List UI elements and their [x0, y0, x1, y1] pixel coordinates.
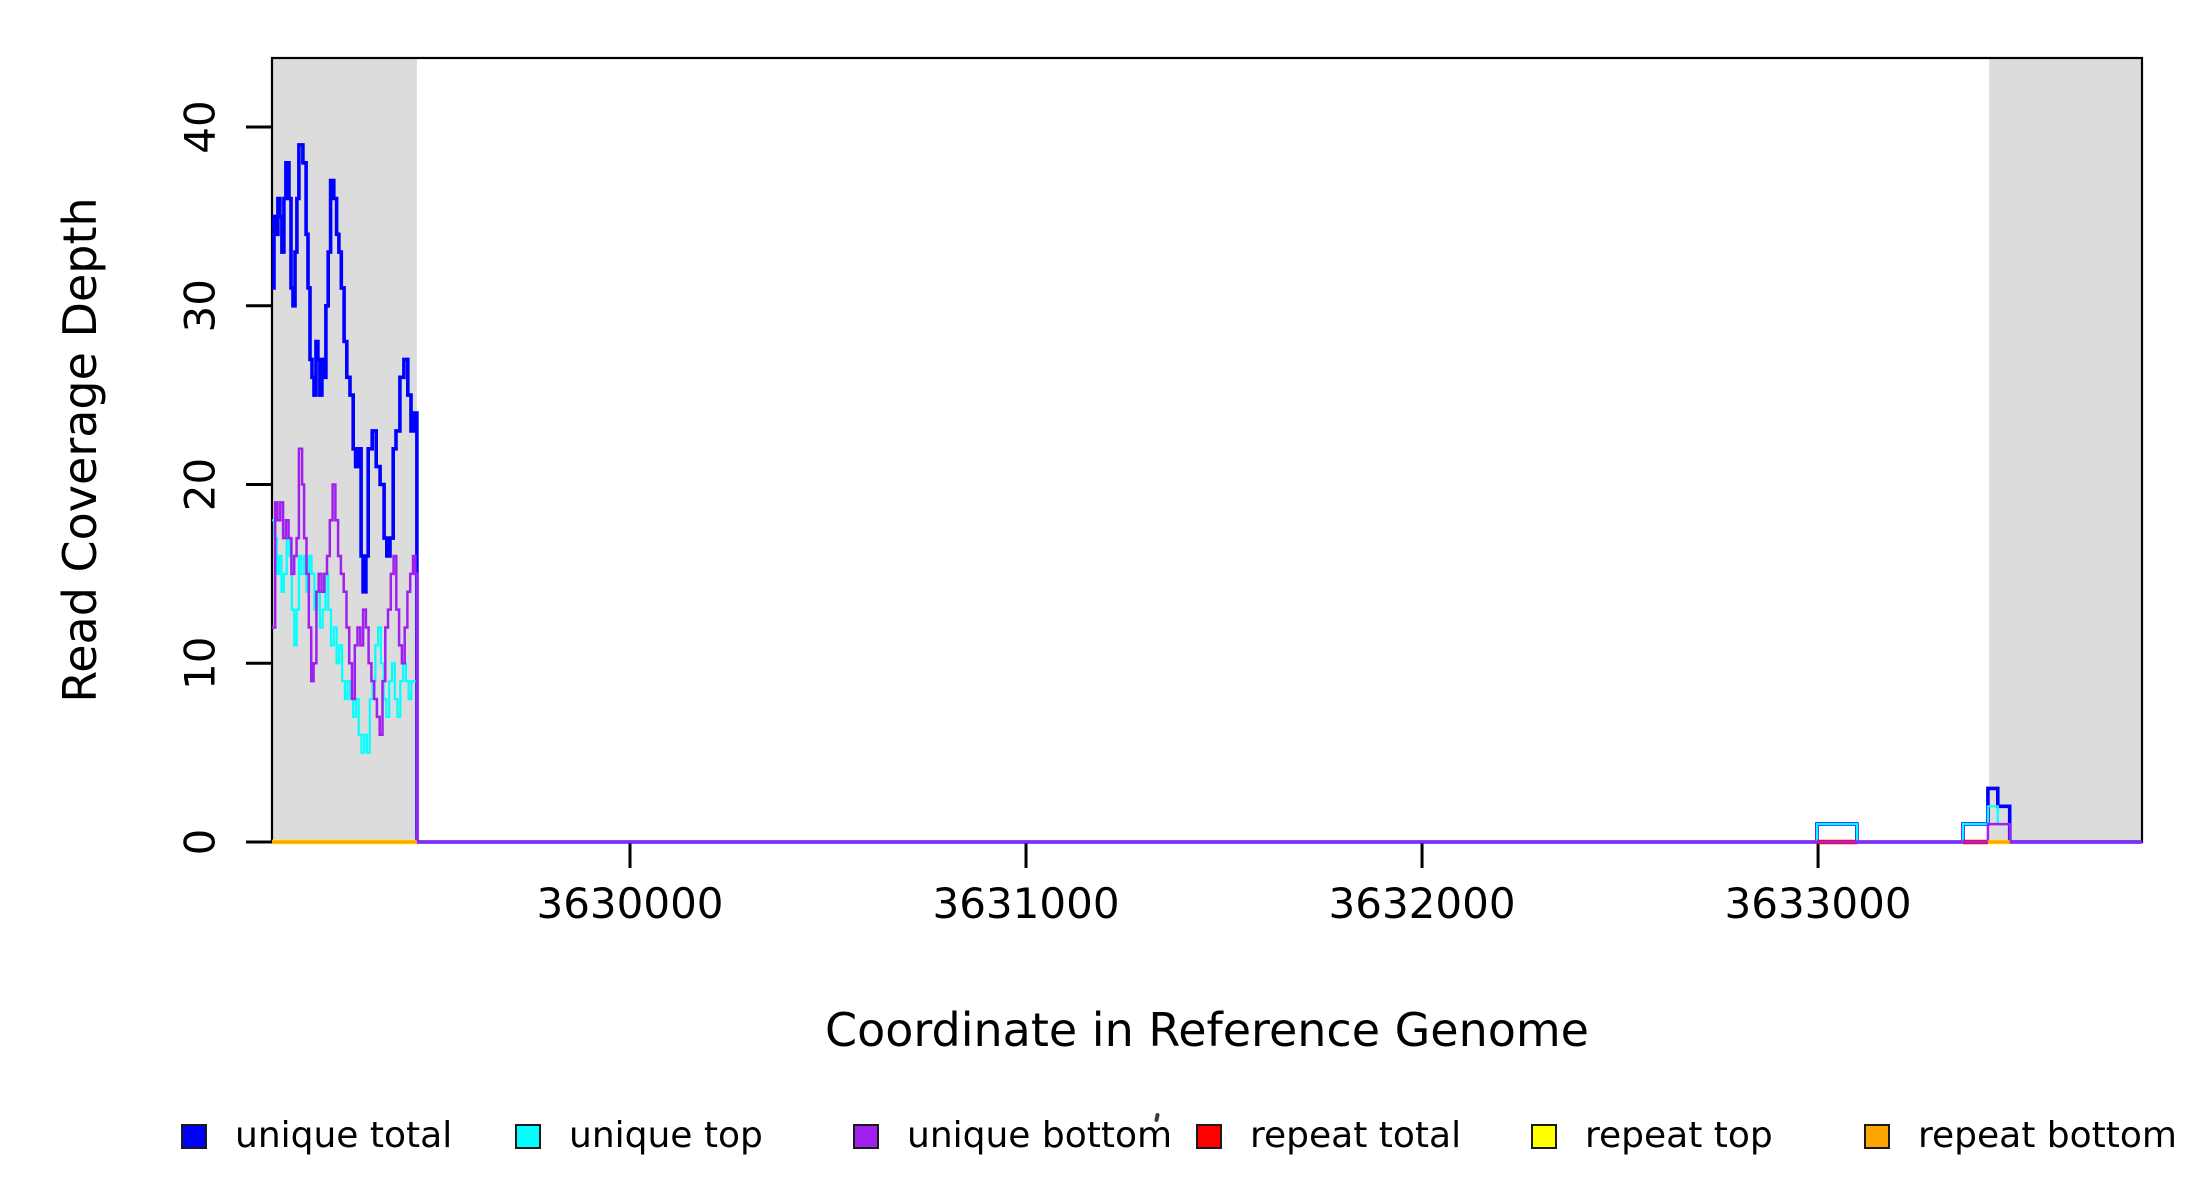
legend-label: unique total: [235, 1115, 453, 1156]
legend-swatch-icon: [853, 1123, 879, 1149]
legend-item-unique-bottom: unique bottom: [853, 1116, 1172, 1156]
plot-box: [270, 56, 2144, 844]
axis-tick-labels: 3630000 3631000 3632000 3633000 0 10 20 30 40: [176, 100, 1912, 928]
legend-swatch-icon: [1531, 1123, 1557, 1149]
series-unique-total: [272, 143, 2142, 844]
x-tick-label: 3633000: [1725, 879, 1912, 928]
series-unique-bottom: [272, 447, 2142, 844]
repeat-region-right: [1989, 58, 2142, 842]
legend-label: repeat top: [1585, 1115, 1773, 1156]
axis-ticks: [246, 125, 1820, 868]
legend-label: unique top: [569, 1115, 763, 1156]
plot-border: [270, 56, 2144, 844]
y-tick-label: 40: [176, 100, 225, 153]
x-tick-label: 3630000: [536, 879, 723, 928]
x-tick-label: 3632000: [1329, 879, 1516, 928]
legend-item-unique-total: unique total: [181, 1116, 452, 1156]
legend-item-repeat-bottom: repeat bottom: [1864, 1116, 2177, 1156]
x-tick-label: 3631000: [932, 879, 1119, 928]
legend-swatch-icon: [515, 1123, 541, 1149]
series-lines: [272, 143, 2142, 845]
y-tick-label: 30: [176, 279, 225, 332]
legend-label: unique bottom: [907, 1115, 1173, 1156]
legend: unique total unique top unique bottom repea…: [0, 0, 2200, 1156]
legend-swatch-icon: [1864, 1123, 1890, 1149]
legend-item-repeat-total: repeat total: [1196, 1116, 1461, 1156]
repeat-shaded-regions: [272, 58, 2142, 842]
legend-item-unique-top: unique top: [515, 1116, 763, 1156]
series-unique-top: [272, 519, 2142, 844]
y-tick-label: 20: [176, 458, 225, 511]
y-axis-title: Read Coverage Depth: [53, 197, 107, 703]
legend-label: repeat bottom: [1918, 1115, 2177, 1156]
x-axis-title: Coordinate in Reference Genome: [825, 1003, 1589, 1057]
legend-swatch-icon: [1196, 1123, 1222, 1149]
y-tick-label: 0: [176, 829, 225, 856]
y-tick-label: 10: [176, 637, 225, 690]
legend-item-repeat-top: repeat top: [1531, 1116, 1773, 1156]
legend-label: repeat total: [1250, 1115, 1462, 1156]
legend-swatch-icon: [181, 1123, 207, 1149]
